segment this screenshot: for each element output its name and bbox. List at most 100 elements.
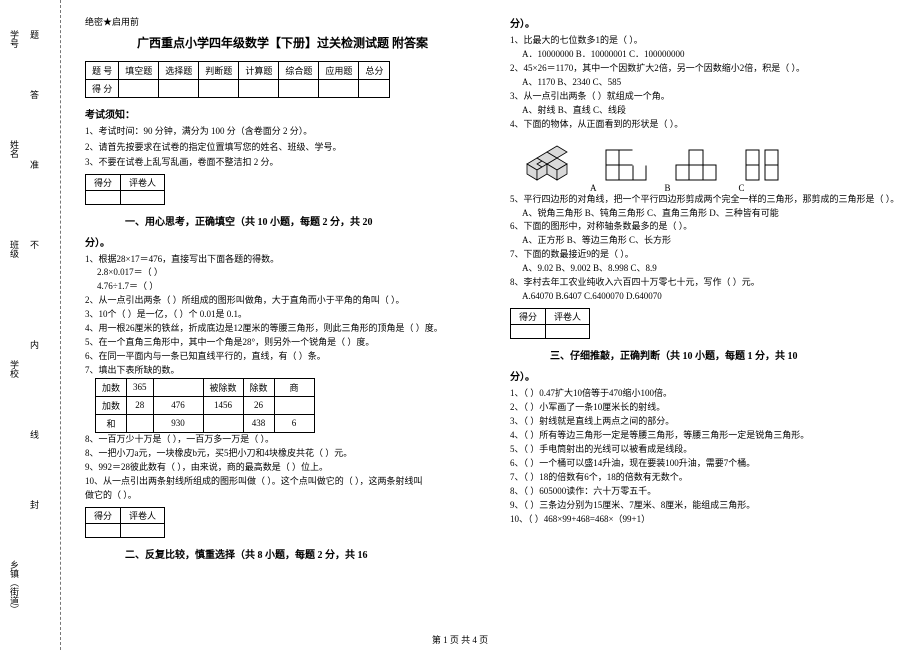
question: 1、（ ）0.47扩大10倍等于470缩小100倍。 <box>510 387 905 401</box>
binding-label: 学号 <box>8 30 21 48</box>
score-cell <box>199 80 239 98</box>
score-table: 题 号 填空题 选择题 判断题 计算题 综合题 应用题 总分 得 分 <box>85 61 390 98</box>
question: 5、在一个直角三角形中，其中一个角是28°，则另外一个锐角是（ ）度。 <box>85 336 480 350</box>
section-tail: 分）。 <box>510 15 905 30</box>
scorer-table: 得分 评卷人 <box>85 507 165 538</box>
mini-cell: 评卷人 <box>121 507 165 523</box>
options: A、1170 B、2340 C、585 <box>510 76 905 90</box>
options: A、正方形 B、等边三角形 C、长方形 <box>510 234 905 248</box>
data-cell: 加数 <box>96 396 127 414</box>
exam-title: 广西重点小学四年级数学【下册】过关检测试题 附答案 <box>85 34 480 51</box>
page-footer: 第 1 页 共 4 页 <box>0 633 920 646</box>
mini-cell: 评卷人 <box>546 309 590 325</box>
mini-cell <box>86 190 121 204</box>
right-column: 分）。 1、比最大的七位数多1的是（ ）。 A．10000000 B．10000… <box>510 15 905 567</box>
data-cell: 438 <box>243 414 274 432</box>
question: 1、比最大的七位数多1的是（ ）。 <box>510 34 905 48</box>
question: 4、下面的物体，从正面看到的形状是（ ）。 <box>510 118 905 132</box>
shape-options <box>522 136 905 181</box>
notice-item: 1、考试时间：90 分钟，满分为 100 分（含卷面分 2 分）。 <box>85 125 480 139</box>
mini-cell <box>121 190 165 204</box>
data-cell: 28 <box>127 396 154 414</box>
mini-cell: 评卷人 <box>121 174 165 190</box>
score-cell <box>119 80 159 98</box>
section-title: 二、反复比较，慎重选择（共 8 小题，每题 2 分，共 16 <box>125 546 368 561</box>
binding-label: 答 <box>28 90 41 99</box>
score-header: 填空题 <box>119 62 159 80</box>
question: 5、平行四边形的对角线，把一个平行四边形剪成两个完全一样的三角形，那剪成的三角形… <box>510 193 905 207</box>
score-cell <box>239 80 279 98</box>
binding-label: 学校 <box>8 360 21 378</box>
binding-label: 封 <box>28 500 41 509</box>
data-cell: 加数 <box>96 378 127 396</box>
data-cell: 和 <box>96 414 127 432</box>
mini-cell <box>86 523 121 537</box>
score-header: 题 号 <box>86 62 119 80</box>
data-cell: 26 <box>243 396 274 414</box>
data-cell: 1456 <box>203 396 243 414</box>
options: A、射线 B、直线 C、线段 <box>510 104 905 118</box>
data-table: 加数 365 被除数 除数 商 加数 28 476 1456 26 和 930 <box>95 378 315 433</box>
binding-label: 乡镇（街道） <box>8 560 21 614</box>
section-tail: 分）。 <box>85 234 480 249</box>
question: 8、一把小刀a元，一块橡皮b元，买5把小刀和4块橡皮共花（ ）元。 <box>85 447 480 461</box>
question: 1、根据28×17＝476，直接写出下面各题的得数。 <box>85 253 480 267</box>
page-content: 绝密★启用前 广西重点小学四年级数学【下册】过关检测试题 附答案 题 号 填空题… <box>85 15 905 567</box>
data-cell: 476 <box>153 396 203 414</box>
question: 3、10个（ ）是一亿，（ ）个 0.01是 0.1。 <box>85 308 480 322</box>
options: A、锐角三角形 B、钝角三角形 C、直角三角形 D、三种皆有可能 <box>510 207 905 221</box>
score-cell <box>159 80 199 98</box>
binding-column: 题 学号 答 姓名 准 不 班级 内 学校 线 封 乡镇（街道） <box>0 0 75 650</box>
notice-title: 考试须知： <box>85 106 480 121</box>
question: 6、下面的图形中，对称轴条数最多的是（ ）。 <box>510 220 905 234</box>
score-header: 总分 <box>359 62 390 80</box>
question: 7、填出下表所缺的数。 <box>85 364 480 378</box>
binding-label: 准 <box>28 160 41 169</box>
question: 7、下面的数最接近9的是（ ）。 <box>510 248 905 262</box>
data-cell: 6 <box>274 414 314 432</box>
data-cell: 930 <box>153 414 203 432</box>
score-cell <box>279 80 319 98</box>
option-a-icon <box>605 149 647 181</box>
question: 5、（ ）手电筒射出的光线可以被看成是线段。 <box>510 443 905 457</box>
mini-cell <box>546 325 590 339</box>
options: A、9.02 B、9.002 B、8.998 C、8.9 <box>510 262 905 276</box>
left-column: 绝密★启用前 广西重点小学四年级数学【下册】过关检测试题 附答案 题 号 填空题… <box>85 15 480 567</box>
question: 4、用一根26厘米的铁丝，折成底边是12厘米的等腰三角形，则此三角形的顶角是（ … <box>85 322 480 336</box>
data-cell <box>274 396 314 414</box>
section-title: 一、用心思考，正确填空（共 10 小题，每题 2 分，共 20 <box>125 213 373 228</box>
question: 10、从一点引出两条射线所组成的图形叫做（ ）。这个点叫做它的（ ），这两条射线… <box>85 475 480 489</box>
option-label: A <box>590 183 597 193</box>
data-cell: 商 <box>274 378 314 396</box>
question: 2、（ ）小军画了一条10厘米长的射线。 <box>510 401 905 415</box>
fold-line <box>60 0 61 650</box>
section-tail: 分）。 <box>510 368 905 383</box>
score-row-label: 得 分 <box>86 80 119 98</box>
score-header: 选择题 <box>159 62 199 80</box>
mini-cell: 得分 <box>86 174 121 190</box>
question-sub: 4.76÷1.7＝（ ） <box>85 280 480 294</box>
binding-label: 姓名 <box>8 140 21 158</box>
data-cell: 365 <box>127 378 154 396</box>
data-cell <box>153 378 203 396</box>
options: A.64070 B.6407 C.6400070 D.640070 <box>510 290 905 304</box>
data-cell <box>203 414 243 432</box>
option-c-icon <box>745 149 787 181</box>
cube-figure-icon <box>522 136 577 181</box>
question: 9、（ ）三条边分别为15厘米、7厘米、8厘米，能组成三角形。 <box>510 499 905 513</box>
question: 10、（ ）468×99+468=468×（99+1） <box>510 513 905 527</box>
mini-cell: 得分 <box>86 507 121 523</box>
question: 2、45×26＝1170，其中一个因数扩大2倍，另一个因数缩小2倍，积是（ ）。 <box>510 62 905 76</box>
score-header: 判断题 <box>199 62 239 80</box>
question: 8、一百万少十万是（ ），一百万多一万是（ ）。 <box>85 433 480 447</box>
question: 8、李村去年工农业纯收入六百四十万零七十元，写作（ ）元。 <box>510 276 905 290</box>
question: 4、（ ）所有等边三角形一定是等腰三角形，等腰三角形一定是锐角三角形。 <box>510 429 905 443</box>
question: 9、992＝28彼此数有（ ），由来说，商的最高数是（ ）位上。 <box>85 461 480 475</box>
mini-cell <box>511 325 546 339</box>
binding-label: 题 <box>28 30 41 39</box>
data-cell <box>127 414 154 432</box>
data-cell: 被除数 <box>203 378 243 396</box>
score-cell <box>359 80 390 98</box>
scorer-table: 得分 评卷人 <box>85 174 165 205</box>
question: 8、（ ）605000读作：六十万零五千。 <box>510 485 905 499</box>
